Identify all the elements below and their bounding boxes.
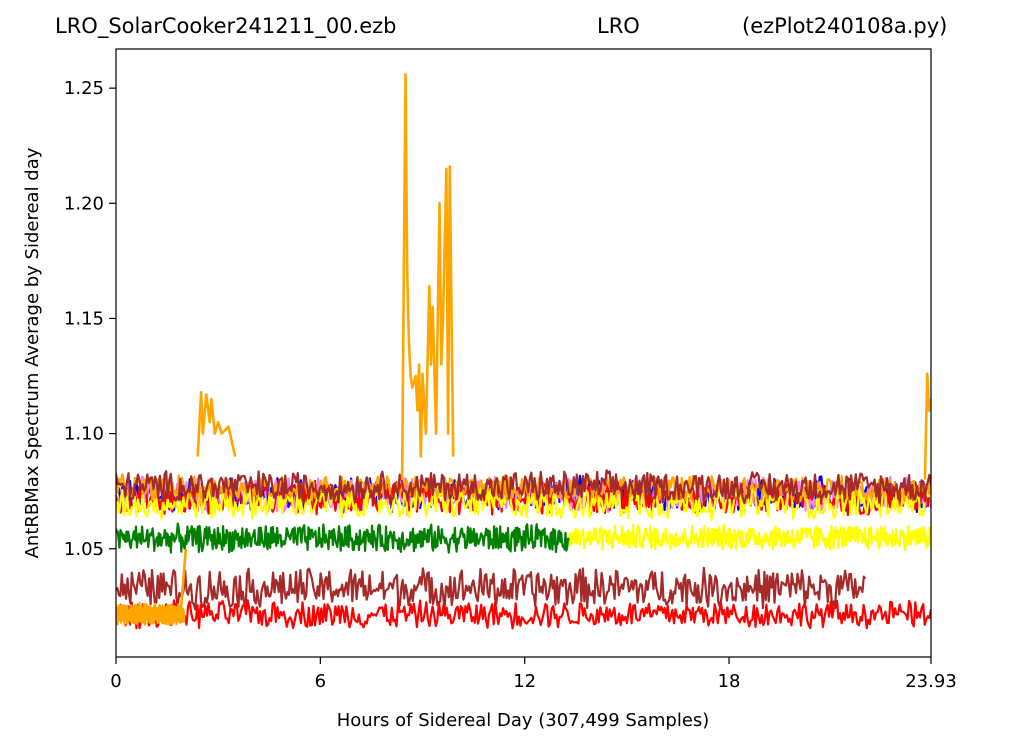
y-tick-label: 1.25 bbox=[64, 78, 104, 99]
series-line-8 bbox=[116, 522, 570, 554]
series-line-11 bbox=[116, 601, 186, 627]
series-line-3 bbox=[116, 479, 931, 517]
y-axis-label: AntRBMax Spectrum Average by Sidereal da… bbox=[22, 147, 43, 558]
y-tick-label: 1.05 bbox=[64, 539, 104, 560]
series-line-9 bbox=[116, 566, 867, 611]
chart-title-center: LRO bbox=[597, 14, 640, 38]
series-line-6 bbox=[116, 469, 931, 505]
orange-spike-4 bbox=[179, 548, 188, 614]
series-line-10 bbox=[116, 599, 931, 630]
y-axis: 1.05 1.10 1.15 1.20 1.25 bbox=[64, 78, 116, 560]
orange-spike-2 bbox=[400, 73, 455, 480]
x-tick-label: 0 bbox=[110, 671, 121, 692]
y-tick-label: 1.15 bbox=[64, 308, 104, 329]
x-tick-label: 23.93 bbox=[905, 671, 957, 692]
y-tick-label: 1.20 bbox=[64, 193, 104, 214]
series-line-4 bbox=[116, 484, 931, 521]
x-tick-label: 18 bbox=[718, 671, 741, 692]
series-layer bbox=[116, 73, 931, 630]
series-line-7 bbox=[567, 523, 931, 552]
x-axis: 0 6 12 18 23.93 bbox=[110, 657, 957, 692]
x-axis-label: Hours of Sidereal Day (307,499 Samples) bbox=[337, 710, 710, 731]
orange-spike-1 bbox=[196, 390, 237, 457]
x-tick-label: 12 bbox=[513, 671, 536, 692]
chart-title-left: LRO_SolarCooker241211_00.ezb bbox=[55, 14, 397, 38]
orange-spike-3 bbox=[923, 372, 931, 480]
plot-frame bbox=[115, 48, 932, 658]
y-tick-label: 1.10 bbox=[64, 424, 104, 445]
x-tick-label: 6 bbox=[315, 671, 326, 692]
chart-title-right: (ezPlot240108a.py) bbox=[742, 14, 948, 38]
